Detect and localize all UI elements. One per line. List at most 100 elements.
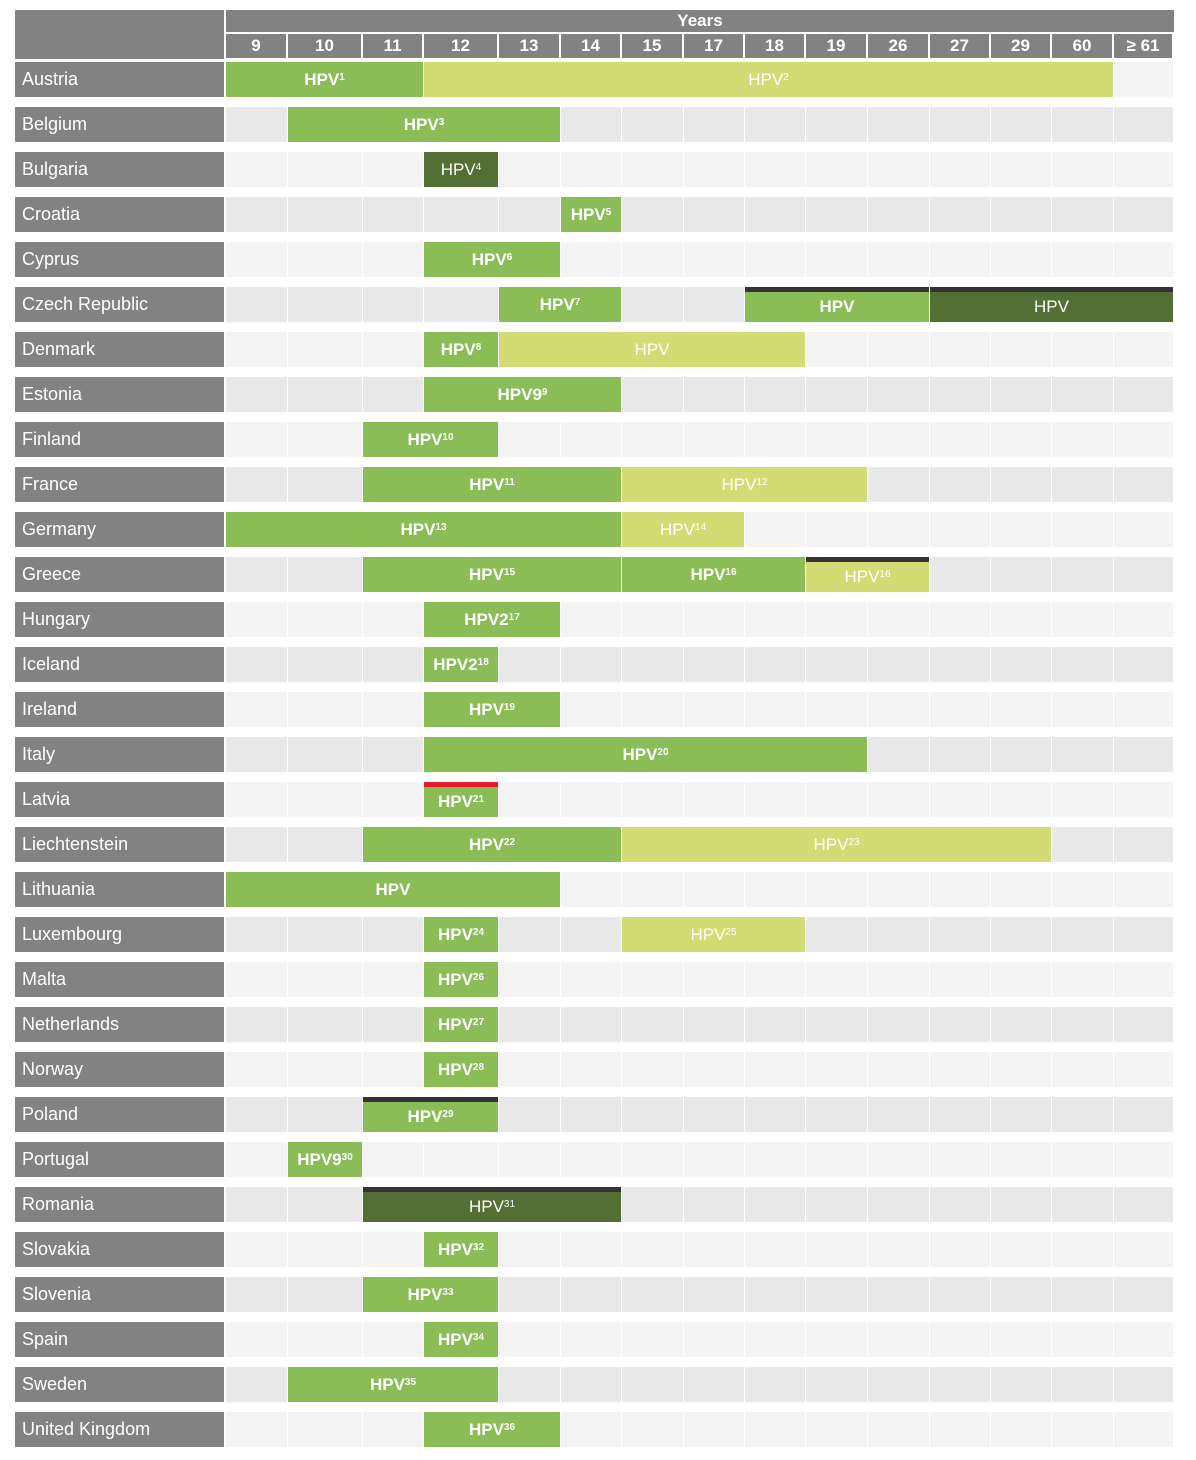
schedule-top-line xyxy=(806,557,929,562)
bar-label: HPV9 xyxy=(297,1149,342,1169)
grid-cell xyxy=(806,152,867,187)
grid-cell xyxy=(1114,152,1173,187)
grid-cell xyxy=(930,872,990,907)
bar-label: HPV xyxy=(813,834,849,854)
grid-cell xyxy=(868,782,929,817)
grid-cell xyxy=(499,1232,560,1267)
grid-cell xyxy=(363,737,423,772)
grid-cell xyxy=(745,1322,805,1357)
grid-cell xyxy=(1114,1232,1173,1267)
grid-cell xyxy=(991,917,1051,952)
age-header: 12 xyxy=(424,34,497,58)
grid-cell xyxy=(226,287,287,322)
grid-cell xyxy=(806,1277,867,1312)
grid-cell xyxy=(991,737,1051,772)
bar-label: HPV2 xyxy=(433,654,478,674)
age-header: 10 xyxy=(288,34,361,58)
grid-cell xyxy=(684,872,744,907)
bar-label: HPV xyxy=(468,699,504,719)
grid-cell xyxy=(684,647,744,682)
grid-cell xyxy=(288,242,362,277)
grid-cell xyxy=(1114,1322,1173,1357)
grid-cell xyxy=(363,152,423,187)
bar-label: HPV xyxy=(468,1419,504,1439)
grid-cell xyxy=(991,332,1051,367)
grid-cell xyxy=(561,1052,621,1087)
vaccination-bar: HPV2 18 xyxy=(424,647,498,682)
grid-cell xyxy=(806,512,867,547)
grid-cell xyxy=(684,242,744,277)
schedule-top-line xyxy=(745,287,929,292)
grid-cell xyxy=(684,197,744,232)
grid-cell xyxy=(806,1097,867,1132)
grid-cell xyxy=(991,1322,1051,1357)
grid-cell xyxy=(622,107,683,142)
grid-cell xyxy=(1114,1052,1173,1087)
country-label: Iceland xyxy=(15,647,224,682)
grid-cell xyxy=(991,782,1051,817)
grid-cell xyxy=(684,422,744,457)
grid-cell xyxy=(226,692,287,727)
grid-cell xyxy=(806,1232,867,1267)
grid-cell xyxy=(930,242,990,277)
vaccination-bar: HPV 15 xyxy=(363,557,621,592)
grid-cell xyxy=(363,287,423,322)
grid-cell xyxy=(226,377,287,412)
vaccination-bar: HPV 10 xyxy=(363,422,498,457)
grid-cell xyxy=(806,422,867,457)
bar-label: HPV xyxy=(369,1374,405,1394)
country-label: Italy xyxy=(15,737,224,772)
grid-cell xyxy=(1052,1367,1113,1402)
grid-cell xyxy=(288,1097,362,1132)
bar-label: HPV xyxy=(471,249,507,269)
country-label: Ireland xyxy=(15,692,224,727)
grid-cell xyxy=(868,1277,929,1312)
grid-cell xyxy=(806,917,867,952)
bar-label: HPV xyxy=(1034,297,1069,316)
grid-cell xyxy=(1052,1412,1113,1447)
grid-cell xyxy=(363,917,423,952)
grid-cell xyxy=(745,1412,805,1447)
country-label: France xyxy=(15,467,224,502)
bar-label: HPV xyxy=(304,69,340,89)
grid-cell xyxy=(868,1412,929,1447)
country-label: Bulgaria xyxy=(15,152,224,187)
vaccination-bar: HPV 22 xyxy=(363,827,621,862)
age-header: 29 xyxy=(991,34,1050,58)
bar-label: HPV xyxy=(721,474,757,494)
grid-cell xyxy=(622,602,683,637)
country-label: Finland xyxy=(15,422,224,457)
grid-cell xyxy=(868,512,929,547)
grid-cell xyxy=(622,1367,683,1402)
grid-cell xyxy=(868,332,929,367)
grid-cell xyxy=(622,1277,683,1312)
grid-cell xyxy=(745,197,805,232)
grid-cell xyxy=(1052,197,1113,232)
header-corner xyxy=(15,10,224,59)
grid-cell xyxy=(226,917,287,952)
grid-cell xyxy=(1114,467,1173,502)
grid-cell xyxy=(288,647,362,682)
grid-cell xyxy=(1114,1277,1173,1312)
grid-cell xyxy=(806,242,867,277)
grid-cell xyxy=(930,332,990,367)
grid-cell xyxy=(424,287,498,322)
grid-cell xyxy=(499,647,560,682)
grid-cell xyxy=(930,467,990,502)
grid-cell xyxy=(622,1412,683,1447)
grid-cell xyxy=(1114,62,1173,97)
grid-cell xyxy=(806,1367,867,1402)
grid-cell xyxy=(684,152,744,187)
grid-cell xyxy=(684,962,744,997)
grid-cell xyxy=(363,242,423,277)
bar-label: HPV xyxy=(622,744,658,764)
vaccination-bar: HPV 36 xyxy=(424,1412,560,1447)
grid-cell xyxy=(499,197,560,232)
bar-label: HPV xyxy=(437,1329,473,1349)
grid-cell xyxy=(930,1142,990,1177)
grid-cell xyxy=(288,1052,362,1087)
years-header-band xyxy=(226,10,1174,32)
grid-cell xyxy=(288,287,362,322)
grid-cell xyxy=(684,1412,744,1447)
vaccination-bar: HPV 19 xyxy=(424,692,560,727)
